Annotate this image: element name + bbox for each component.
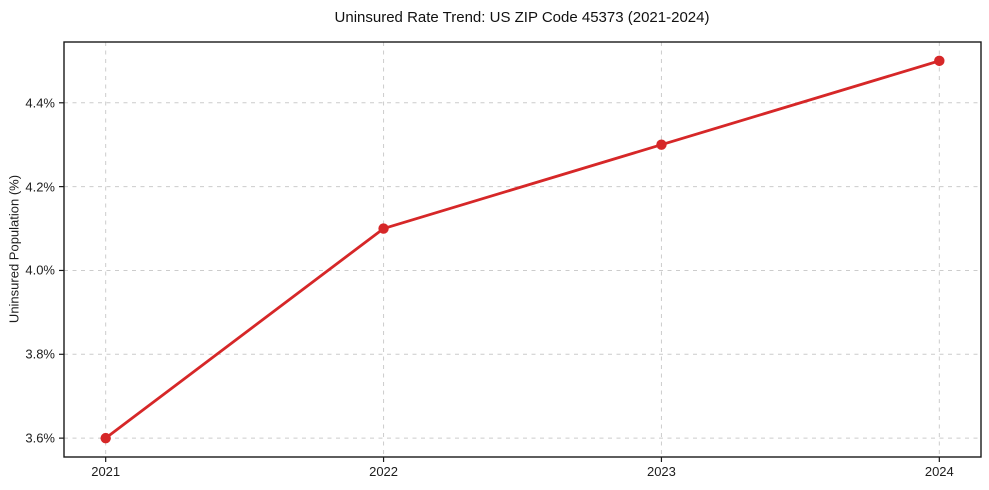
data-point (934, 55, 945, 67)
y-tick-label: 4.2% (25, 179, 55, 195)
trend-line (104, 59, 941, 440)
plot-frame (63, 41, 982, 458)
data-point (378, 223, 389, 234)
data-point (656, 139, 667, 150)
y-tick-label: 3.8% (25, 346, 55, 362)
data-point (100, 432, 111, 444)
x-tick-label: 2023 (646, 464, 676, 479)
x-tick-label: 2022 (369, 464, 399, 479)
y-tick-label: 3.6% (25, 430, 55, 446)
chart-title: Uninsured Rate Trend: US ZIP Code 45373 … (334, 9, 710, 26)
x-tick-label: 2021 (91, 464, 121, 479)
y-tick-label: 4.4% (25, 95, 55, 111)
x-tick-label: 2024 (924, 464, 954, 479)
y-tick-label: 4.0% (25, 262, 55, 278)
